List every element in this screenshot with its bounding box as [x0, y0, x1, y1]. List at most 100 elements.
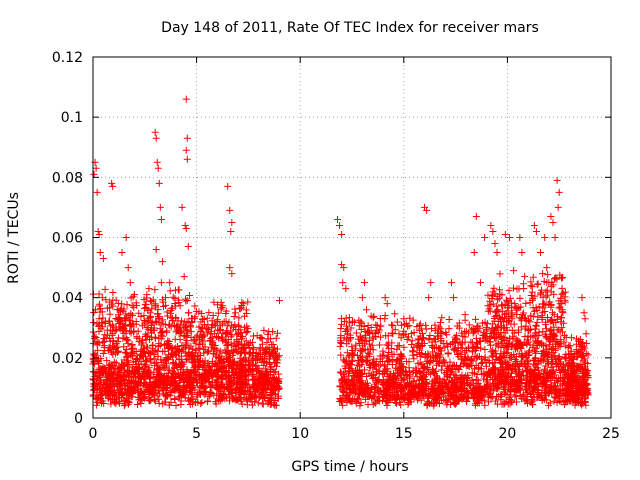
data-point [438, 314, 446, 322]
data-point [118, 392, 126, 400]
data-point [497, 317, 505, 325]
data-point [408, 337, 416, 345]
data-point [376, 341, 384, 349]
data-point [266, 335, 274, 343]
data-point [530, 394, 538, 402]
data-point [487, 338, 495, 346]
data-point [164, 337, 172, 345]
data-point [443, 331, 451, 339]
data-point [542, 389, 550, 397]
data-point [388, 383, 396, 391]
data-point [571, 363, 579, 371]
data-point [492, 365, 500, 373]
data-point [147, 358, 155, 366]
data-point [211, 359, 219, 367]
data-point [132, 379, 140, 387]
data-point [214, 385, 222, 393]
data-point [221, 330, 229, 338]
data-point [517, 303, 525, 311]
data-point [480, 375, 488, 383]
data-point [423, 379, 431, 387]
data-point [559, 309, 567, 317]
data-point [355, 384, 363, 392]
data-point [269, 340, 277, 348]
data-point [506, 354, 514, 362]
data-point [192, 307, 200, 315]
data-point [183, 296, 191, 304]
data-point [99, 349, 107, 357]
data-point [516, 234, 524, 241]
data-point [124, 398, 132, 406]
data-point [354, 390, 362, 398]
data-point [481, 353, 489, 361]
data-point [414, 382, 422, 390]
data-point [180, 273, 188, 281]
data-point [244, 367, 252, 375]
data-point [263, 345, 271, 353]
data-point [181, 388, 189, 396]
data-point [504, 360, 512, 368]
data-point [118, 390, 126, 398]
data-point [129, 352, 137, 360]
data-point [340, 264, 348, 272]
data-point [582, 350, 590, 357]
data-point [351, 372, 359, 380]
data-point [431, 392, 439, 400]
data-point [535, 303, 543, 311]
data-point [549, 358, 557, 366]
data-point [166, 382, 174, 390]
data-point [272, 401, 280, 409]
data-point [200, 349, 208, 357]
data-point [94, 346, 102, 354]
data-point [151, 128, 159, 136]
data-point [171, 387, 179, 395]
data-point [476, 337, 484, 345]
data-point [343, 399, 351, 407]
data-point [263, 371, 271, 379]
data-point [505, 317, 513, 325]
data-point [558, 314, 566, 322]
data-point [258, 358, 266, 366]
data-point [97, 392, 105, 400]
data-point [253, 332, 261, 340]
data-point [460, 360, 468, 368]
data-point [202, 324, 210, 332]
data-point [274, 392, 282, 400]
data-point [467, 390, 475, 398]
data-point [437, 325, 445, 333]
data-point [257, 376, 265, 384]
data-point [484, 302, 492, 310]
data-point [526, 299, 534, 307]
data-point [487, 394, 495, 402]
data-point [195, 352, 203, 360]
data-point [106, 334, 114, 342]
data-point [494, 323, 502, 331]
data-point [372, 321, 380, 329]
data-point [219, 358, 227, 366]
data-point [222, 310, 230, 318]
data-point [452, 335, 460, 343]
data-point [143, 356, 151, 364]
data-point [431, 321, 439, 329]
data-point [373, 378, 381, 386]
data-point [532, 337, 540, 345]
data-point [486, 297, 494, 305]
data-point [483, 320, 491, 328]
data-point [412, 389, 420, 397]
data-point [340, 356, 348, 364]
data-point [472, 375, 480, 383]
data-point [458, 340, 466, 348]
data-point [508, 313, 516, 321]
data-point [564, 374, 572, 382]
data-point [383, 391, 391, 399]
data-point [172, 361, 180, 369]
data-point [171, 286, 179, 294]
data-point [225, 318, 233, 326]
data-point [355, 357, 363, 365]
data-point [151, 355, 159, 363]
data-point [132, 357, 140, 365]
data-point [240, 324, 248, 332]
data-point [398, 388, 406, 396]
data-point [357, 370, 365, 378]
data-point [523, 336, 531, 344]
